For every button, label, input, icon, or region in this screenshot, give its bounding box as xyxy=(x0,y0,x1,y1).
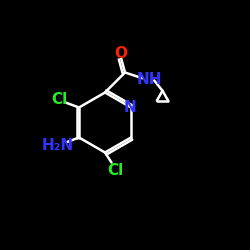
Text: O: O xyxy=(115,46,128,60)
Text: H₂N: H₂N xyxy=(41,138,73,152)
Text: Cl: Cl xyxy=(108,163,124,178)
Text: NH: NH xyxy=(136,72,162,86)
Text: N: N xyxy=(123,100,136,115)
Text: Cl: Cl xyxy=(52,92,68,107)
